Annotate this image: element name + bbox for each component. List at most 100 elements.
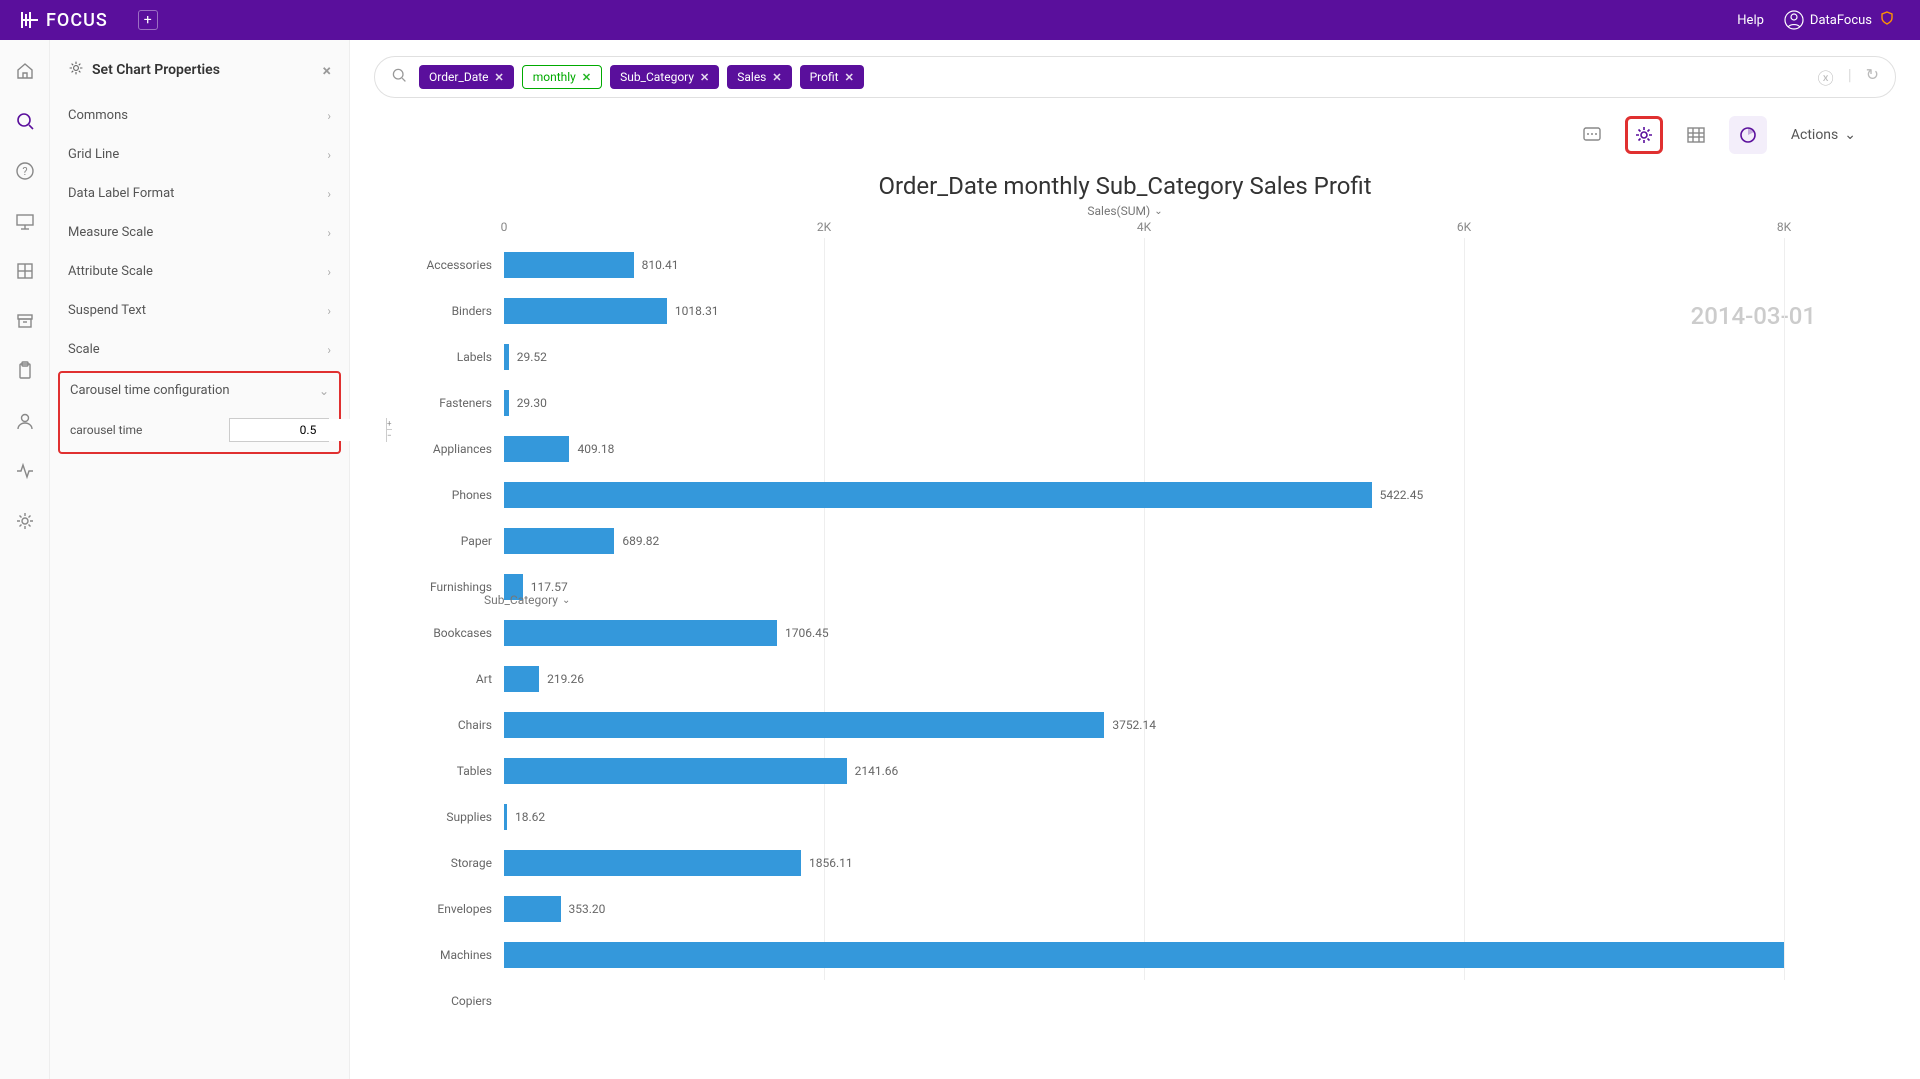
clear-query-icon[interactable]: ⓧ [1818,65,1834,89]
pill-remove-icon[interactable]: ✕ [582,71,591,84]
bar-category-label: Furnishings [404,580,504,594]
property-section[interactable]: Commons› [50,96,349,135]
chevron-right-icon: › [327,226,331,240]
bar-row: Supplies18.62 [504,794,1856,840]
close-panel-button[interactable]: × [323,61,332,80]
bar[interactable] [504,390,509,416]
bar-category-label: Art [404,672,504,686]
bar-row: Tables2141.66 [504,748,1856,794]
carousel-time-input[interactable]: + − [229,418,329,442]
table-view-button[interactable] [1677,116,1715,154]
presentation-icon[interactable] [14,210,36,232]
property-section[interactable]: Scale› [50,330,349,369]
bar[interactable] [504,758,847,784]
bar[interactable] [504,666,539,692]
bar[interactable] [504,896,561,922]
properties-panel: Set Chart Properties × Commons›Grid Line… [50,40,350,1079]
chart-settings-button[interactable] [1625,116,1663,154]
bar[interactable] [504,344,509,370]
query-pill[interactable]: monthly✕ [522,65,602,89]
search-nav-icon[interactable] [14,110,36,132]
grid-icon[interactable] [14,260,36,282]
bar[interactable] [504,482,1372,508]
chevron-down-icon: ⌄ [1154,206,1162,217]
carousel-section-highlight: Carousel time configuration ⌄ carousel t… [58,371,341,454]
x-tick-label: 4K [1137,220,1151,234]
chart-area: Order_Date monthly Sub_Category Sales Pr… [374,162,1896,1063]
property-section[interactable]: Measure Scale› [50,213,349,252]
bar-row: Envelopes353.20 [504,886,1856,932]
bar-value-label: 5422.45 [1380,488,1424,502]
chart-type-button[interactable] [1729,116,1767,154]
y-axis-label-dropdown[interactable]: Sub_Category ⌄ [484,593,570,607]
bar[interactable] [504,528,614,554]
x-axis-label: Sales(SUM) [1087,204,1150,218]
carousel-section-header[interactable]: Carousel time configuration ⌄ [60,373,339,408]
x-tick-label: 8K [1777,220,1791,234]
bar[interactable] [504,252,634,278]
chevron-down-icon: ⌄ [1844,127,1856,143]
bar-category-label: Copiers [404,994,504,1008]
query-pill[interactable]: Profit ✕ [800,65,864,89]
carousel-time-field: carousel time + − [60,408,339,452]
focus-logo-icon [20,10,40,30]
new-button[interactable]: + [138,10,158,30]
bar[interactable] [504,804,507,830]
search-icon [391,67,407,87]
property-section[interactable]: Suspend Text› [50,291,349,330]
help-nav-icon[interactable]: ? [14,160,36,182]
pill-remove-icon[interactable]: ✕ [700,71,709,84]
activity-icon[interactable] [14,460,36,482]
archive-icon[interactable] [14,310,36,332]
bar-value-label: 29.52 [517,350,547,364]
home-icon[interactable] [14,60,36,82]
bar[interactable] [504,712,1104,738]
bar[interactable] [504,298,667,324]
settings-nav-icon[interactable] [14,510,36,532]
bar[interactable] [504,620,777,646]
pill-label: Sub_Category [620,70,694,84]
gear-icon [68,60,84,80]
refresh-icon[interactable]: ↻ [1866,65,1879,89]
help-link[interactable]: Help [1737,13,1764,28]
bar[interactable] [504,850,801,876]
bar-row: Paper689.82 [504,518,1856,564]
insight-button[interactable] [1573,116,1611,154]
query-pill[interactable]: Order_Date✕ [419,65,514,89]
bar-value-label: 353.20 [569,902,606,916]
query-bar[interactable]: Order_Date✕monthly✕Sub_Category✕Sales✕Pr… [374,56,1896,98]
pill-remove-icon[interactable]: ✕ [495,71,504,84]
query-pill[interactable]: Sub_Category ✕ [610,65,719,89]
chart-plot: 02K4K6K8K Accessories810.41Binders1018.3… [504,220,1856,980]
clipboard-icon[interactable] [14,360,36,382]
bar-value-label: 3752.14 [1112,718,1156,732]
property-section[interactable]: Attribute Scale› [50,252,349,291]
bar-category-label: Labels [404,350,504,364]
bar-category-label: Paper [404,534,504,548]
pill-label: Profit [810,70,839,84]
x-axis-label-dropdown[interactable]: Sales(SUM) ⌄ [1087,204,1162,218]
bar[interactable] [504,942,1784,968]
user-menu[interactable]: DataFocus [1784,10,1900,30]
bar-row: Phones5422.45 [504,472,1856,518]
brand-logo[interactable]: FOCUS [20,10,108,31]
bar-category-label: Envelopes [404,902,504,916]
chevron-right-icon: › [327,109,331,123]
property-section[interactable]: Grid Line› [50,135,349,174]
divider: | [1848,65,1852,89]
panel-title: Set Chart Properties [92,62,220,78]
bar-value-label: 18.62 [515,810,545,824]
property-section-label: Scale [68,342,100,357]
actions-menu[interactable]: Actions ⌄ [1791,127,1856,143]
chart-toolbar: Actions ⌄ [374,98,1896,162]
bar-category-label: Machines [404,948,504,962]
property-section[interactable]: Data Label Format› [50,174,349,213]
profile-icon[interactable] [14,410,36,432]
query-pill[interactable]: Sales✕ [727,65,791,89]
bar-category-label: Bookcases [404,626,504,640]
bar-row: Storage1856.11 [504,840,1856,886]
pill-remove-icon[interactable]: ✕ [772,71,781,84]
pill-remove-icon[interactable]: ✕ [845,71,854,84]
bar[interactable] [504,436,569,462]
chevron-right-icon: › [327,304,331,318]
